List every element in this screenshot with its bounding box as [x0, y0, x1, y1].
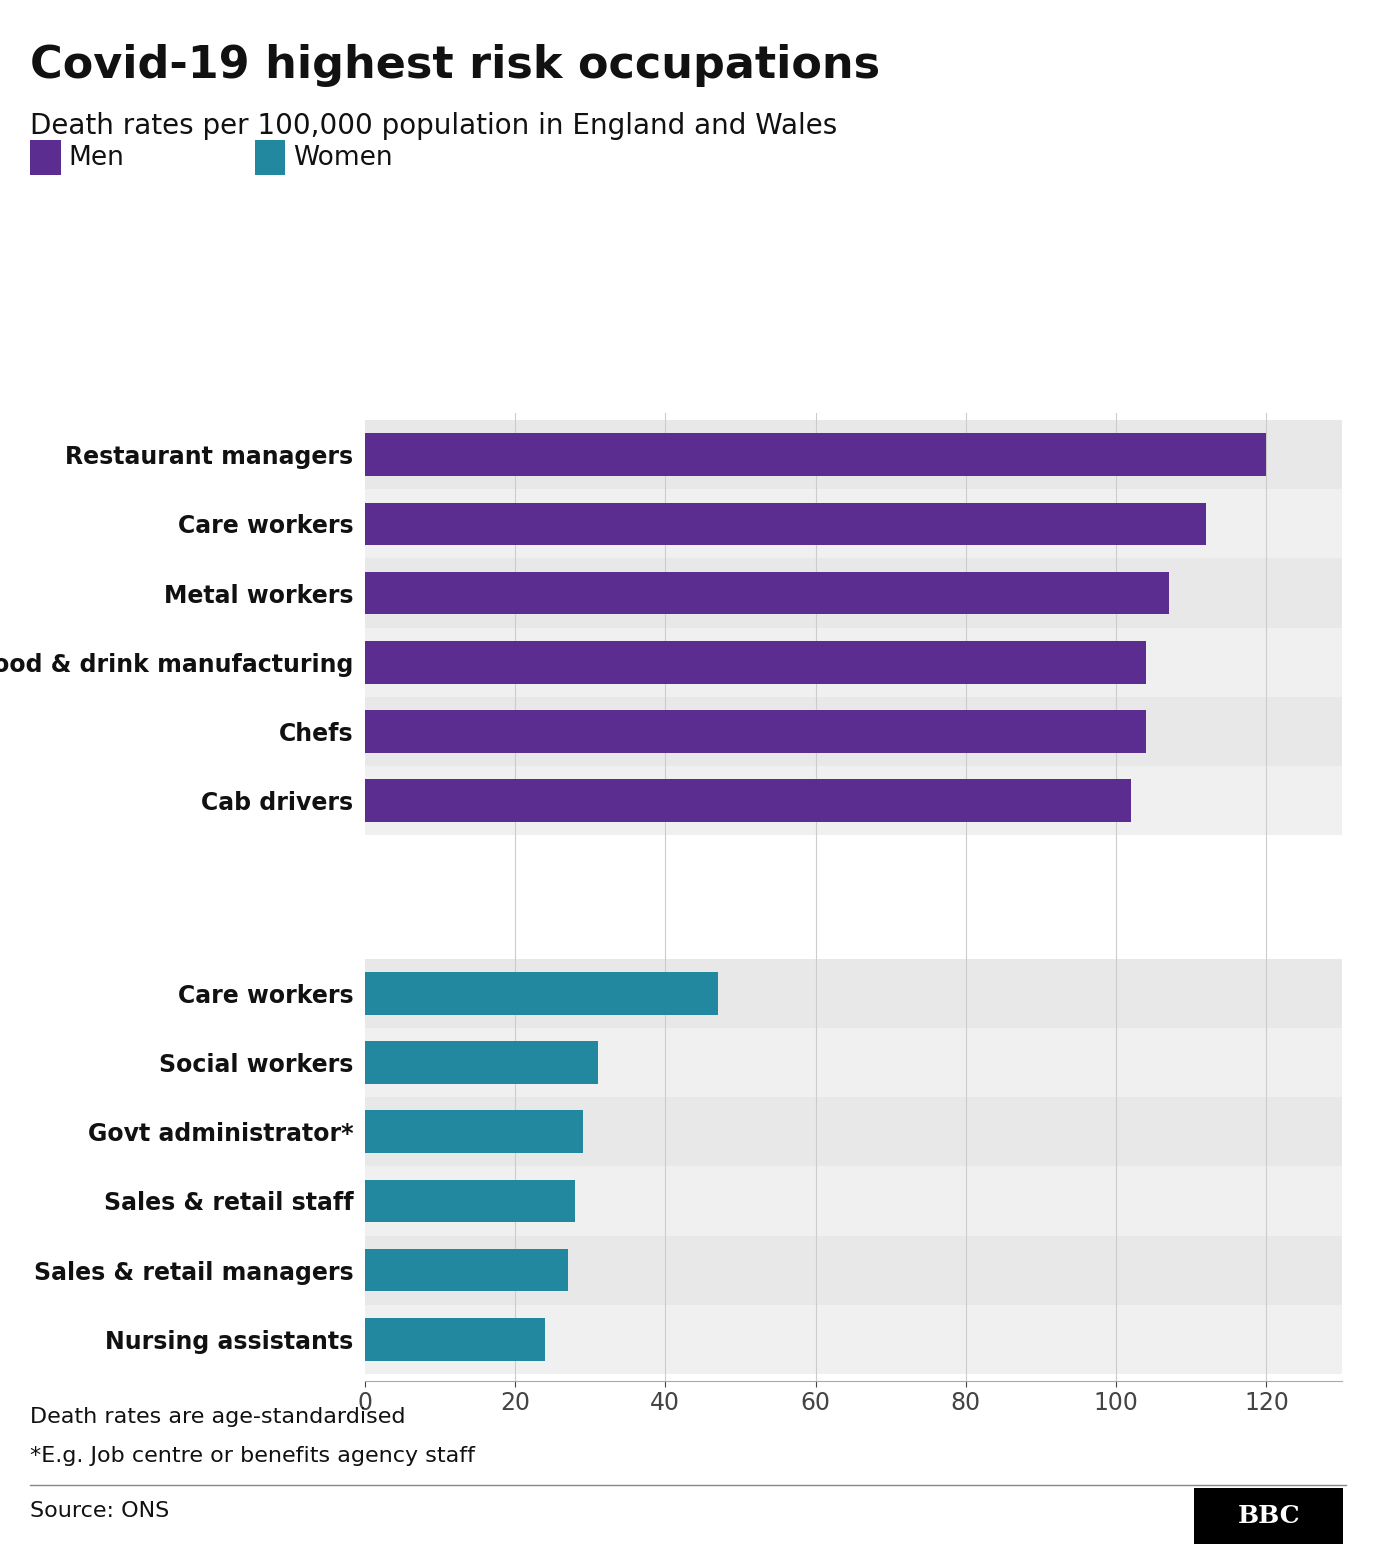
Bar: [365, 710, 1146, 752]
Bar: [365, 571, 1168, 615]
Bar: [365, 778, 1131, 822]
Bar: [365, 972, 718, 1016]
Bar: [365, 1304, 1342, 1374]
Bar: [365, 420, 1342, 490]
Bar: [365, 697, 1342, 766]
Bar: [365, 1111, 582, 1153]
Bar: [365, 1179, 575, 1223]
Bar: [365, 1236, 1342, 1304]
Bar: [365, 1097, 1342, 1167]
Bar: [365, 766, 1342, 835]
Bar: [365, 434, 1266, 476]
Text: Source: ONS: Source: ONS: [30, 1501, 169, 1521]
Text: BBC: BBC: [1237, 1504, 1300, 1529]
Bar: [365, 490, 1342, 558]
Text: Death rates per 100,000 population in England and Wales: Death rates per 100,000 population in En…: [30, 112, 838, 140]
Bar: [365, 1318, 545, 1360]
Bar: [365, 959, 1342, 1028]
Bar: [365, 502, 1207, 546]
Bar: [365, 627, 1342, 697]
Bar: [365, 641, 1146, 683]
Bar: [365, 1028, 1342, 1097]
Text: Death rates are age-standardised: Death rates are age-standardised: [30, 1407, 406, 1427]
Bar: [365, 1248, 567, 1292]
Text: *E.g. Job centre or benefits agency staff: *E.g. Job centre or benefits agency staf…: [30, 1446, 475, 1466]
Text: Women: Women: [293, 145, 392, 170]
Text: Covid-19 highest risk occupations: Covid-19 highest risk occupations: [30, 44, 881, 87]
Bar: [365, 1042, 597, 1084]
Bar: [365, 558, 1342, 627]
Text: Men: Men: [69, 145, 125, 170]
Bar: [365, 1167, 1342, 1236]
